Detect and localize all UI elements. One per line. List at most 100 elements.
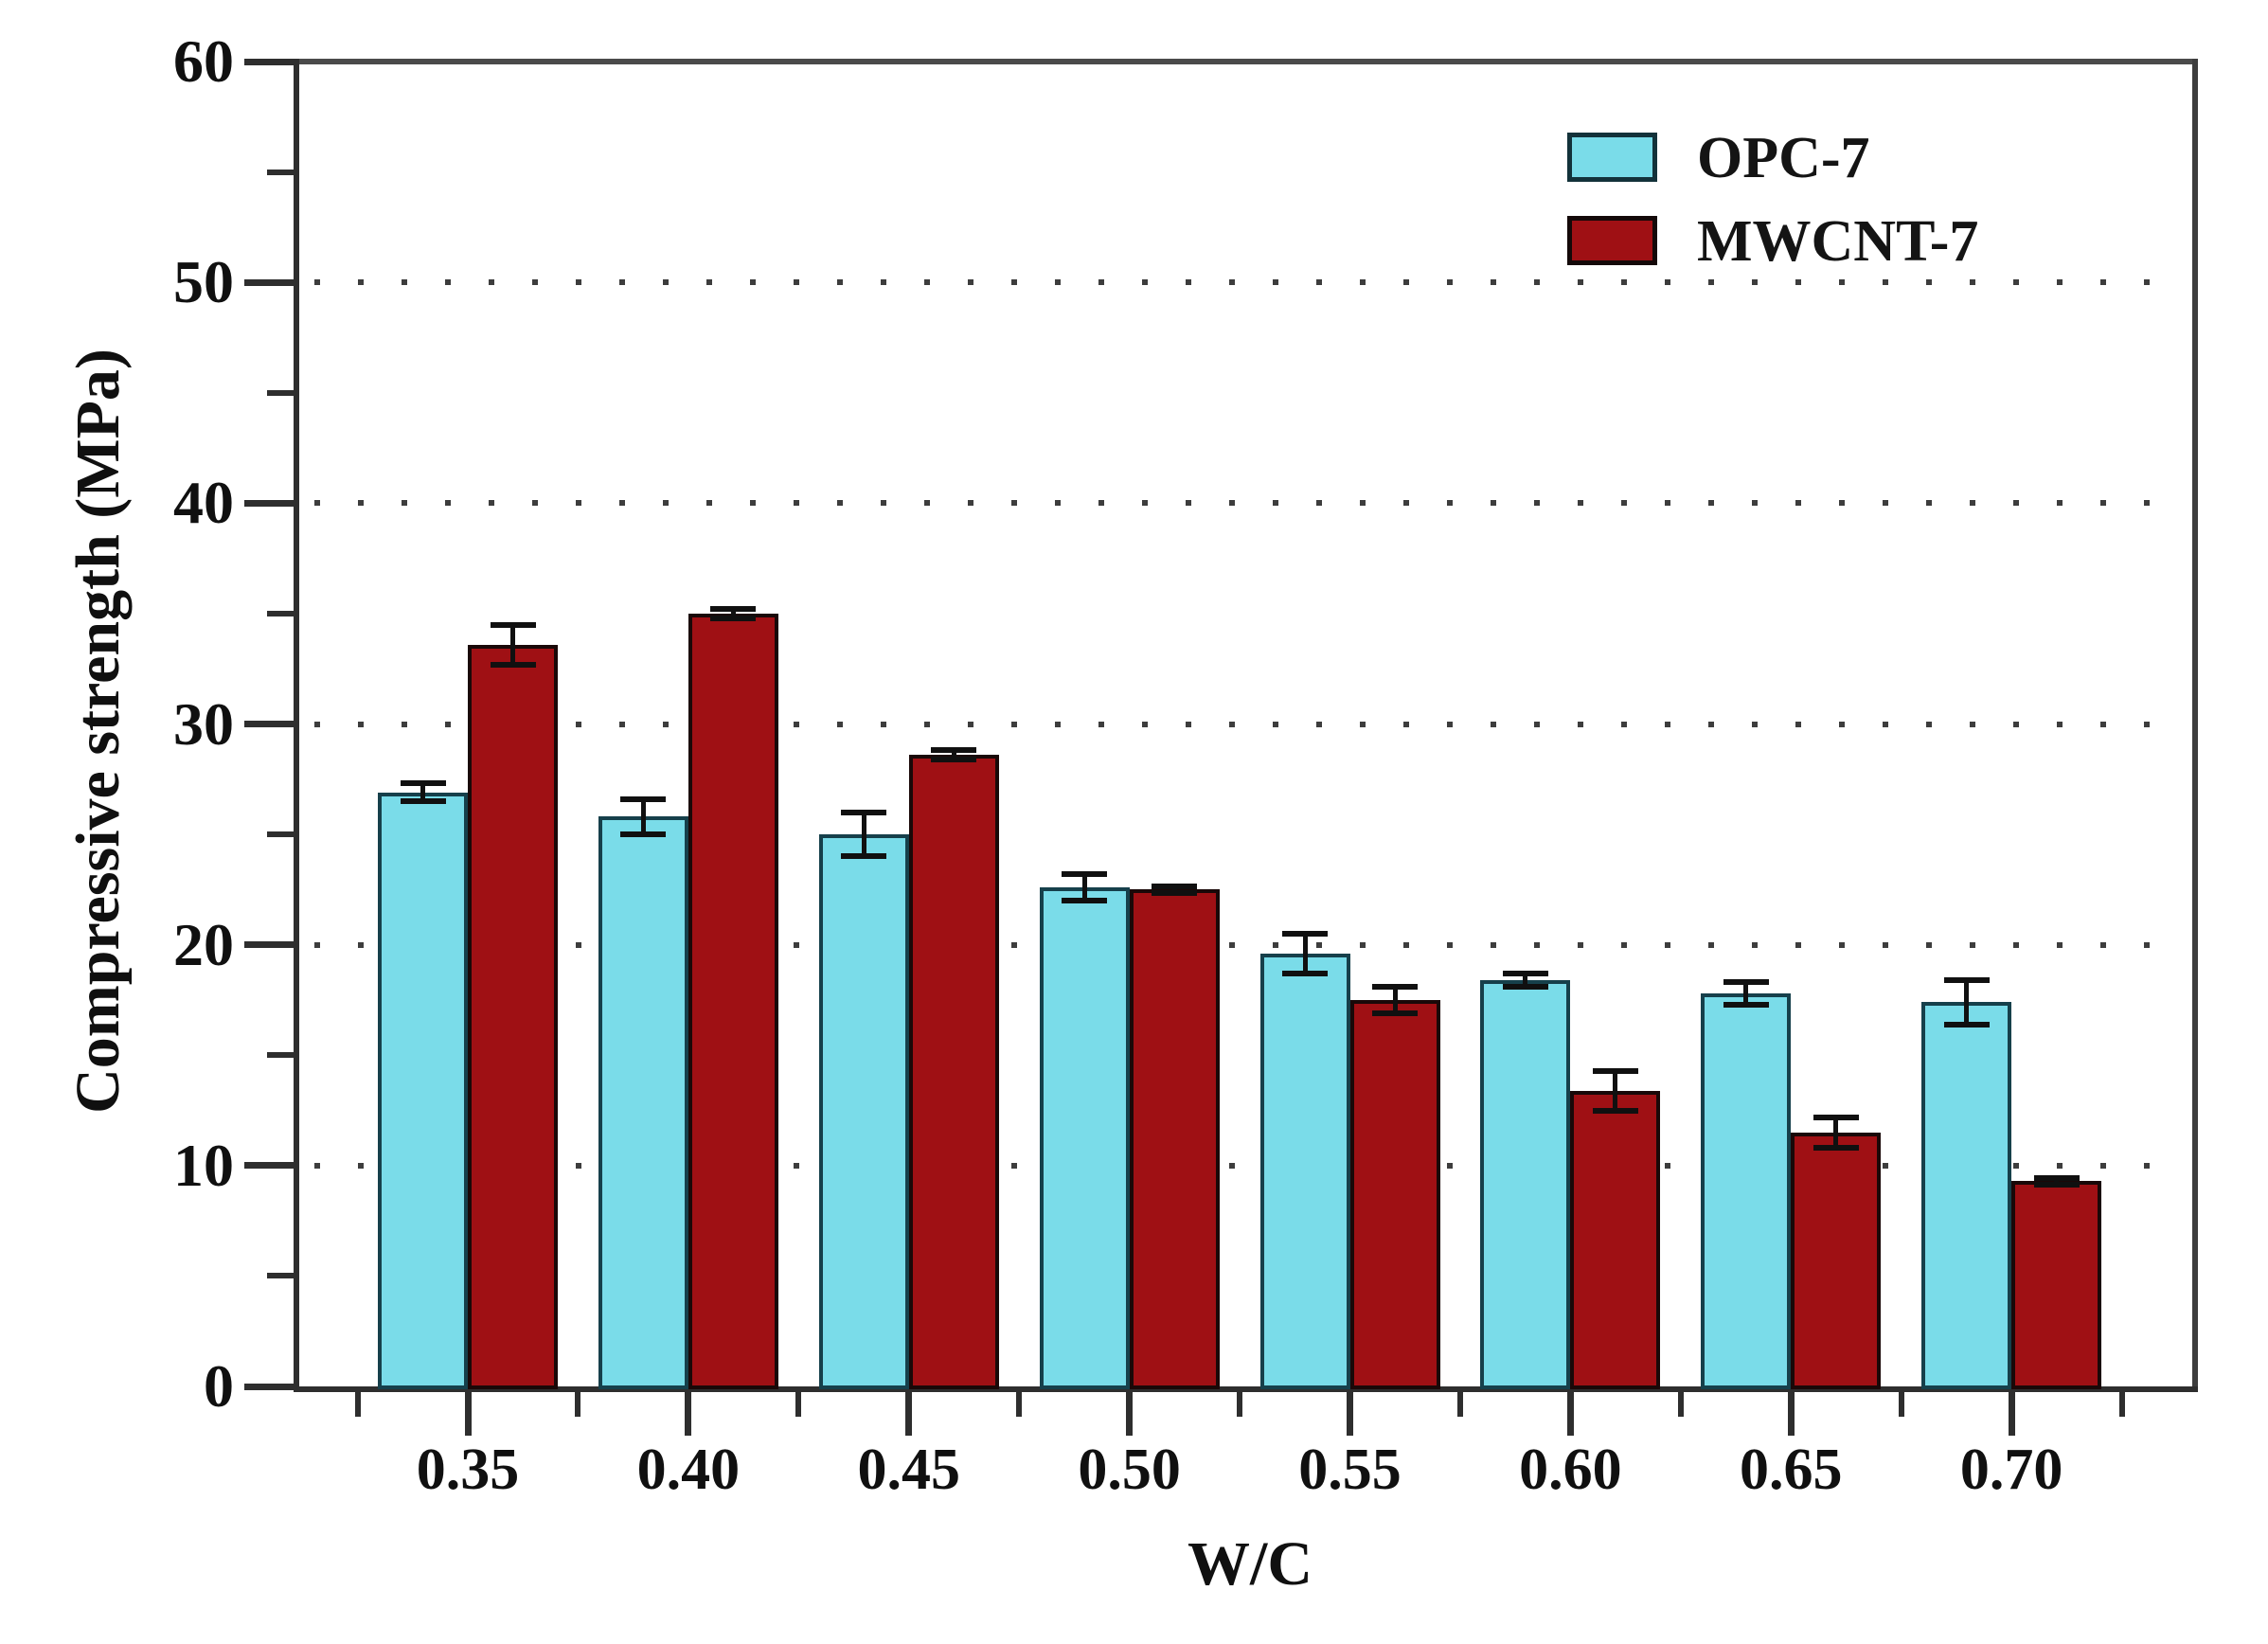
- bar-mwcnt-7-0.55: [1349, 999, 1440, 1389]
- x-major-tick-0.35: [464, 1392, 472, 1436]
- plot-border-right: [2192, 59, 2198, 1392]
- error-bar-line-mwcnt-7-0.65: [1833, 1117, 1839, 1149]
- legend-swatch-mwcnt-7-icon: [1567, 216, 1657, 265]
- y-major-tick-50: [244, 278, 294, 286]
- bar-opc-7-0.35: [378, 792, 468, 1389]
- x-minor-tick-7: [1898, 1392, 1904, 1417]
- error-bar-cap-bottom-opc-7-0.35: [400, 798, 446, 805]
- bar-mwcnt-7-0.45: [908, 755, 999, 1389]
- y-minor-tick-5: [267, 1273, 294, 1279]
- y-major-tick-30: [244, 721, 294, 727]
- error-bar-line-mwcnt-7-0.40: [730, 609, 736, 618]
- y-axis-line: [294, 59, 299, 1392]
- error-bar-line-mwcnt-7-0.35: [510, 624, 515, 665]
- y-tick-label-10: 10: [173, 1131, 234, 1199]
- error-bar-line-opc-7-0.50: [1081, 874, 1087, 902]
- error-bar-cap-bottom-opc-7-0.45: [841, 853, 887, 860]
- x-tick-label-0.55: 0.55: [1298, 1438, 1402, 1502]
- x-minor-tick-4: [1237, 1392, 1243, 1417]
- x-major-tick-0.40: [685, 1392, 692, 1436]
- x-major-tick-0.65: [1787, 1392, 1795, 1436]
- error-bar-cap-top-mwcnt-7-0.65: [1813, 1114, 1859, 1120]
- error-bar-cap-bottom-opc-7-0.50: [1062, 898, 1108, 904]
- error-bar-line-opc-7-0.55: [1302, 934, 1308, 974]
- y-major-tick-60: [244, 58, 294, 65]
- grid-line-30: [314, 721, 2185, 727]
- x-minor-tick-1: [575, 1392, 581, 1417]
- y-tick-label-50: 50: [173, 248, 234, 316]
- y-tick-label-0: 0: [204, 1352, 234, 1420]
- bar-opc-7-0.70: [1921, 1002, 2012, 1389]
- x-minor-tick-5: [1456, 1392, 1463, 1417]
- x-major-tick-0.60: [1566, 1392, 1574, 1436]
- x-tick-label-0.35: 0.35: [416, 1438, 520, 1502]
- error-bar-cap-top-opc-7-0.50: [1062, 871, 1108, 878]
- y-major-tick-10: [244, 1162, 294, 1170]
- x-major-tick-0.55: [1347, 1392, 1353, 1436]
- error-bar-cap-bottom-mwcnt-7-0.65: [1813, 1145, 1859, 1152]
- y-minor-tick-15: [267, 1052, 294, 1059]
- grid-line-10: [314, 1162, 2185, 1169]
- error-bar-cap-bottom-mwcnt-7-0.60: [1592, 1107, 1638, 1114]
- error-bar-cap-top-opc-7-0.40: [620, 795, 667, 802]
- error-bar-cap-top-opc-7-0.70: [1943, 976, 1990, 983]
- error-bar-cap-bottom-mwcnt-7-0.70: [2033, 1181, 2080, 1188]
- bar-mwcnt-7-0.35: [468, 644, 558, 1389]
- legend-label-mwcnt-7: MWCNT-7: [1697, 209, 1979, 274]
- error-bar-cap-top-opc-7-0.35: [400, 780, 446, 787]
- x-minor-tick-3: [1016, 1392, 1023, 1417]
- y-tick-label-20: 20: [173, 910, 234, 978]
- x-tick-label-0.65: 0.65: [1740, 1438, 1843, 1502]
- error-bar-cap-top-mwcnt-7-0.60: [1592, 1067, 1638, 1074]
- error-bar-cap-bottom-mwcnt-7-0.50: [1152, 889, 1198, 896]
- bar-opc-7-0.55: [1259, 953, 1350, 1389]
- error-bar-line-opc-7-0.70: [1964, 979, 1970, 1025]
- y-minor-tick-45: [267, 389, 294, 396]
- error-bar-line-mwcnt-7-0.70: [2054, 1177, 2060, 1185]
- error-bar-cap-bottom-opc-7-0.55: [1282, 970, 1328, 976]
- bar-mwcnt-7-0.70: [2011, 1181, 2102, 1389]
- error-bar-line-mwcnt-7-0.45: [951, 750, 956, 759]
- error-bar-cap-top-mwcnt-7-0.55: [1372, 983, 1418, 990]
- error-bar-cap-bottom-mwcnt-7-0.55: [1372, 1010, 1418, 1016]
- x-minor-tick-0: [354, 1392, 361, 1417]
- bar-mwcnt-7-0.65: [1791, 1132, 1882, 1389]
- x-tick-label-0.45: 0.45: [857, 1438, 961, 1502]
- x-tick-label-0.50: 0.50: [1078, 1438, 1181, 1502]
- error-bar-cap-bottom-mwcnt-7-0.35: [490, 661, 536, 668]
- error-bar-cap-top-mwcnt-7-0.35: [490, 621, 536, 628]
- error-bar-cap-bottom-opc-7-0.60: [1502, 983, 1548, 990]
- x-tick-label-0.60: 0.60: [1519, 1438, 1622, 1502]
- error-bar-cap-bottom-opc-7-0.70: [1943, 1021, 1990, 1028]
- bar-opc-7-0.65: [1701, 992, 1792, 1389]
- error-bar-cap-top-mwcnt-7-0.40: [710, 606, 757, 613]
- x-major-tick-0.45: [905, 1392, 913, 1436]
- error-bar-line-mwcnt-7-0.60: [1613, 1070, 1618, 1111]
- error-bar-cap-bottom-mwcnt-7-0.40: [710, 615, 757, 621]
- error-bar-cap-top-mwcnt-7-0.70: [2033, 1174, 2080, 1181]
- bar-mwcnt-7-0.40: [688, 613, 778, 1389]
- x-tick-label-0.70: 0.70: [1959, 1438, 2063, 1502]
- x-minor-tick-2: [795, 1392, 802, 1417]
- y-major-tick-40: [244, 499, 294, 507]
- y-minor-tick-35: [267, 610, 294, 616]
- x-minor-tick-6: [1677, 1392, 1684, 1417]
- error-bar-line-opc-7-0.40: [640, 798, 646, 835]
- y-minor-tick-25: [267, 831, 294, 838]
- bar-mwcnt-7-0.50: [1129, 889, 1220, 1389]
- error-bar-cap-top-mwcnt-7-0.50: [1152, 883, 1198, 889]
- y-major-tick-0: [244, 1383, 294, 1390]
- error-bar-cap-top-mwcnt-7-0.45: [931, 747, 977, 754]
- bar-mwcnt-7-0.60: [1570, 1090, 1661, 1389]
- grid-line-50: [314, 279, 2185, 286]
- x-minor-tick-last: [2118, 1392, 2125, 1417]
- x-axis-line: [294, 1386, 2198, 1392]
- grid-line-20: [314, 941, 2185, 948]
- x-tick-label-0.40: 0.40: [636, 1438, 741, 1502]
- bar-opc-7-0.60: [1480, 979, 1571, 1389]
- grid-line-40: [314, 500, 2185, 507]
- bar-opc-7-0.45: [818, 834, 909, 1389]
- error-bar-line-opc-7-0.45: [861, 812, 866, 857]
